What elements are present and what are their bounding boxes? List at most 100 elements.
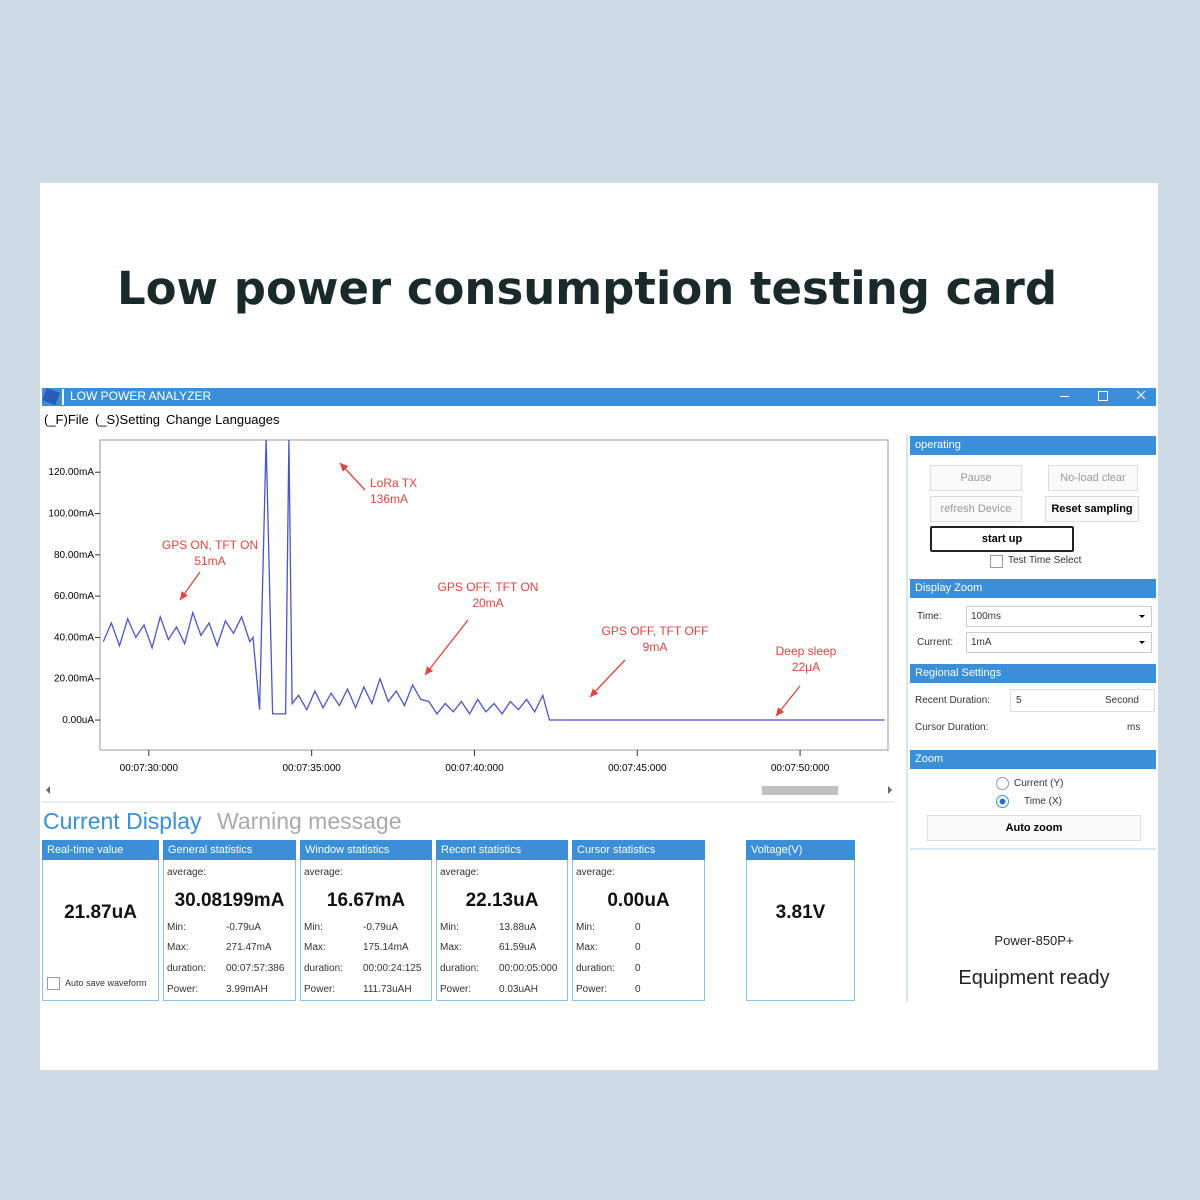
stat-row-value: 61.59uA bbox=[499, 942, 537, 953]
stat-panel-header: General statistics bbox=[163, 840, 296, 860]
checkbox-label: Auto save waveform bbox=[65, 978, 147, 988]
time-select[interactable]: 100ms bbox=[966, 606, 1152, 627]
waveform bbox=[102, 440, 885, 721]
radio-current[interactable] bbox=[996, 777, 1009, 790]
menu-setting[interactable]: (_S)Setting bbox=[95, 412, 161, 427]
radio-current-label: Current (Y) bbox=[1014, 778, 1064, 789]
radio-time[interactable] bbox=[996, 795, 1009, 808]
no-load-clear-button[interactable]: No-load clear bbox=[1048, 465, 1138, 491]
stat-value: 30.08199mA bbox=[174, 890, 285, 911]
stat-panel-header: Cursor statistics bbox=[572, 840, 705, 860]
reset-sampling-button[interactable]: Reset sampling bbox=[1045, 496, 1139, 522]
y-tick-label: 20.00mA bbox=[54, 674, 94, 685]
status-message: Equipment ready bbox=[958, 967, 1110, 989]
stat-row-label: Power: bbox=[167, 984, 199, 995]
menu-languages[interactable]: Change Languages bbox=[166, 412, 280, 427]
average-label: average: bbox=[167, 867, 206, 878]
stat-row-label: Power: bbox=[304, 984, 336, 995]
stat-row-value: 00:00:05:000 bbox=[499, 963, 558, 974]
current-label: Current: bbox=[917, 637, 954, 648]
plot-frame bbox=[99, 439, 889, 751]
x-tick-label: 00:07:45:000 bbox=[608, 763, 667, 774]
annotation: GPS OFF, TFT ON bbox=[438, 580, 539, 594]
stat-row-value: 13.88uA bbox=[499, 922, 537, 933]
stat-value: 0.00uA bbox=[607, 890, 670, 911]
annotation: 136mA bbox=[370, 492, 408, 506]
y-tick-label: 0.00uA bbox=[62, 715, 94, 726]
stat-row-label: duration: bbox=[440, 963, 479, 974]
annotation-arrow bbox=[424, 619, 469, 676]
arrow-head bbox=[590, 688, 599, 697]
stat-row-label: duration: bbox=[304, 963, 343, 974]
start-up-button[interactable]: start up bbox=[930, 526, 1074, 552]
stat-row-value: 175.14mA bbox=[363, 942, 409, 953]
scroll-left[interactable] bbox=[46, 786, 50, 794]
recent-duration-unit: Second bbox=[1105, 695, 1139, 706]
stat-row-value: 0 bbox=[635, 942, 641, 953]
stat-panel bbox=[572, 840, 705, 1001]
x-tick-label: 00:07:30:000 bbox=[120, 763, 179, 774]
arrow-head bbox=[776, 707, 785, 716]
stat-value: 3.81V bbox=[775, 902, 826, 923]
y-tick-label: 100.00mA bbox=[48, 509, 94, 520]
stat-panel-header: Real-time value bbox=[42, 840, 159, 860]
y-tick-label: 80.00mA bbox=[54, 550, 94, 561]
stat-value: 22.13uA bbox=[465, 890, 539, 911]
stat-panel bbox=[163, 840, 296, 1001]
stat-row-label: Min: bbox=[576, 922, 595, 933]
arrow-head bbox=[340, 463, 349, 472]
annotation: 51mA bbox=[194, 554, 225, 568]
stat-row-label: Max: bbox=[576, 942, 598, 953]
annotation: Deep sleep bbox=[776, 644, 837, 658]
stat-row-label: Min: bbox=[167, 922, 186, 933]
annotation: 9mA bbox=[643, 640, 668, 654]
stat-row-value: 111.73uAH bbox=[363, 984, 412, 995]
stat-panel bbox=[436, 840, 568, 1001]
stat-row-label: duration: bbox=[576, 963, 615, 974]
stat-row-value: 0 bbox=[635, 922, 641, 933]
stat-row-label: Min: bbox=[304, 922, 323, 933]
stat-row-value: 3.99mAH bbox=[226, 984, 268, 995]
stat-row-label: Max: bbox=[167, 942, 189, 953]
checkbox[interactable] bbox=[47, 977, 60, 990]
stat-row-value: 00:07:57:386 bbox=[226, 963, 285, 974]
stat-row-value: 0 bbox=[635, 984, 641, 995]
maximize[interactable] bbox=[1098, 391, 1108, 401]
y-tick-label: 120.00mA bbox=[48, 467, 94, 478]
annotation: 22μA bbox=[792, 660, 820, 674]
radio-time-label: Time (X) bbox=[1024, 796, 1062, 807]
tab-current[interactable]: Current Display bbox=[43, 808, 202, 834]
stat-row-label: Power: bbox=[440, 984, 472, 995]
annotation: GPS ON, TFT ON bbox=[162, 538, 258, 552]
pause-button[interactable]: Pause bbox=[930, 465, 1022, 491]
close[interactable] bbox=[1136, 390, 1146, 400]
refresh-button[interactable]: refresh Device bbox=[930, 496, 1022, 522]
dropdown-arrows bbox=[1139, 615, 1145, 644]
stat-row-value: 0.03uAH bbox=[499, 984, 538, 995]
scroll-thumb[interactable] bbox=[762, 786, 838, 795]
average-label: average: bbox=[576, 867, 615, 878]
tab-warning[interactable]: Warning message bbox=[217, 808, 402, 834]
average-label: average: bbox=[440, 867, 479, 878]
minimize[interactable] bbox=[1060, 396, 1069, 397]
menu-file[interactable]: (_F)File bbox=[44, 412, 89, 427]
current-select[interactable]: 1mA bbox=[966, 632, 1152, 653]
checkbox[interactable] bbox=[990, 555, 1003, 568]
x-tick-label: 00:07:35:000 bbox=[282, 763, 341, 774]
recent-duration-value: 5 bbox=[1016, 695, 1022, 706]
annotation-arrow bbox=[589, 659, 626, 698]
zoom-header: Zoom bbox=[910, 750, 1156, 769]
device-name: Power-850P+ bbox=[994, 933, 1074, 948]
scroll-right[interactable] bbox=[888, 786, 892, 794]
arrow-head bbox=[180, 591, 188, 600]
stat-row-label: Max: bbox=[304, 942, 326, 953]
stat-row-value: 00:00:24:125 bbox=[363, 963, 422, 974]
average-label: average: bbox=[304, 867, 343, 878]
stat-row-label: Power: bbox=[576, 984, 608, 995]
page-title: Low power consumption testing card bbox=[116, 262, 1058, 315]
checkbox-label: Test Time Select bbox=[1008, 555, 1082, 566]
recent-duration-input[interactable] bbox=[1010, 689, 1155, 712]
stat-row-value: 0 bbox=[635, 963, 641, 974]
stat-row-value: 271.47mA bbox=[226, 942, 272, 953]
auto-zoom-button[interactable]: Auto zoom bbox=[927, 815, 1141, 841]
